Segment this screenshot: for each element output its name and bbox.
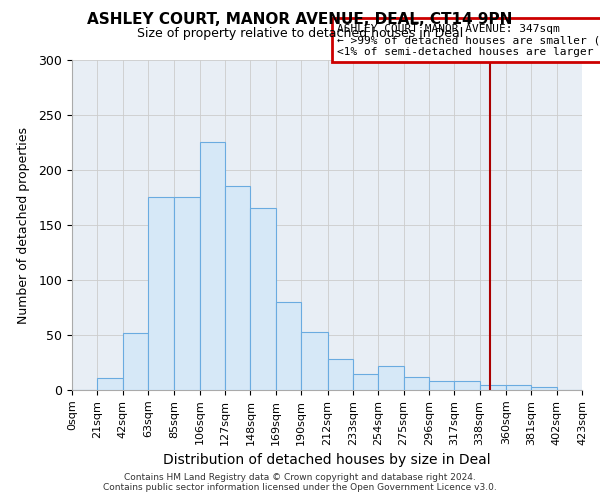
- Bar: [429, 381, 454, 390]
- Bar: [175, 198, 200, 390]
- Text: Contains HM Land Registry data © Crown copyright and database right 2024.
Contai: Contains HM Land Registry data © Crown c…: [103, 473, 497, 492]
- Bar: [506, 384, 532, 390]
- Bar: [532, 386, 557, 390]
- Bar: [225, 186, 250, 390]
- Text: ASHLEY COURT MANOR AVENUE: 347sqm
← >99% of detached houses are smaller (1,032)
: ASHLEY COURT MANOR AVENUE: 347sqm ← >99%…: [337, 24, 600, 56]
- Bar: [148, 198, 175, 390]
- Bar: [479, 384, 506, 390]
- Bar: [404, 377, 429, 390]
- Bar: [122, 333, 148, 390]
- Bar: [97, 378, 122, 390]
- Text: Size of property relative to detached houses in Deal: Size of property relative to detached ho…: [137, 28, 463, 40]
- Bar: [276, 302, 301, 390]
- Bar: [301, 332, 328, 390]
- Bar: [200, 142, 225, 390]
- Text: ASHLEY COURT, MANOR AVENUE, DEAL, CT14 9PN: ASHLEY COURT, MANOR AVENUE, DEAL, CT14 9…: [88, 12, 512, 28]
- Bar: [328, 359, 353, 390]
- X-axis label: Distribution of detached houses by size in Deal: Distribution of detached houses by size …: [163, 453, 491, 467]
- Y-axis label: Number of detached properties: Number of detached properties: [17, 126, 30, 324]
- Bar: [250, 208, 276, 390]
- Bar: [353, 374, 378, 390]
- Bar: [378, 366, 404, 390]
- Bar: [454, 381, 479, 390]
